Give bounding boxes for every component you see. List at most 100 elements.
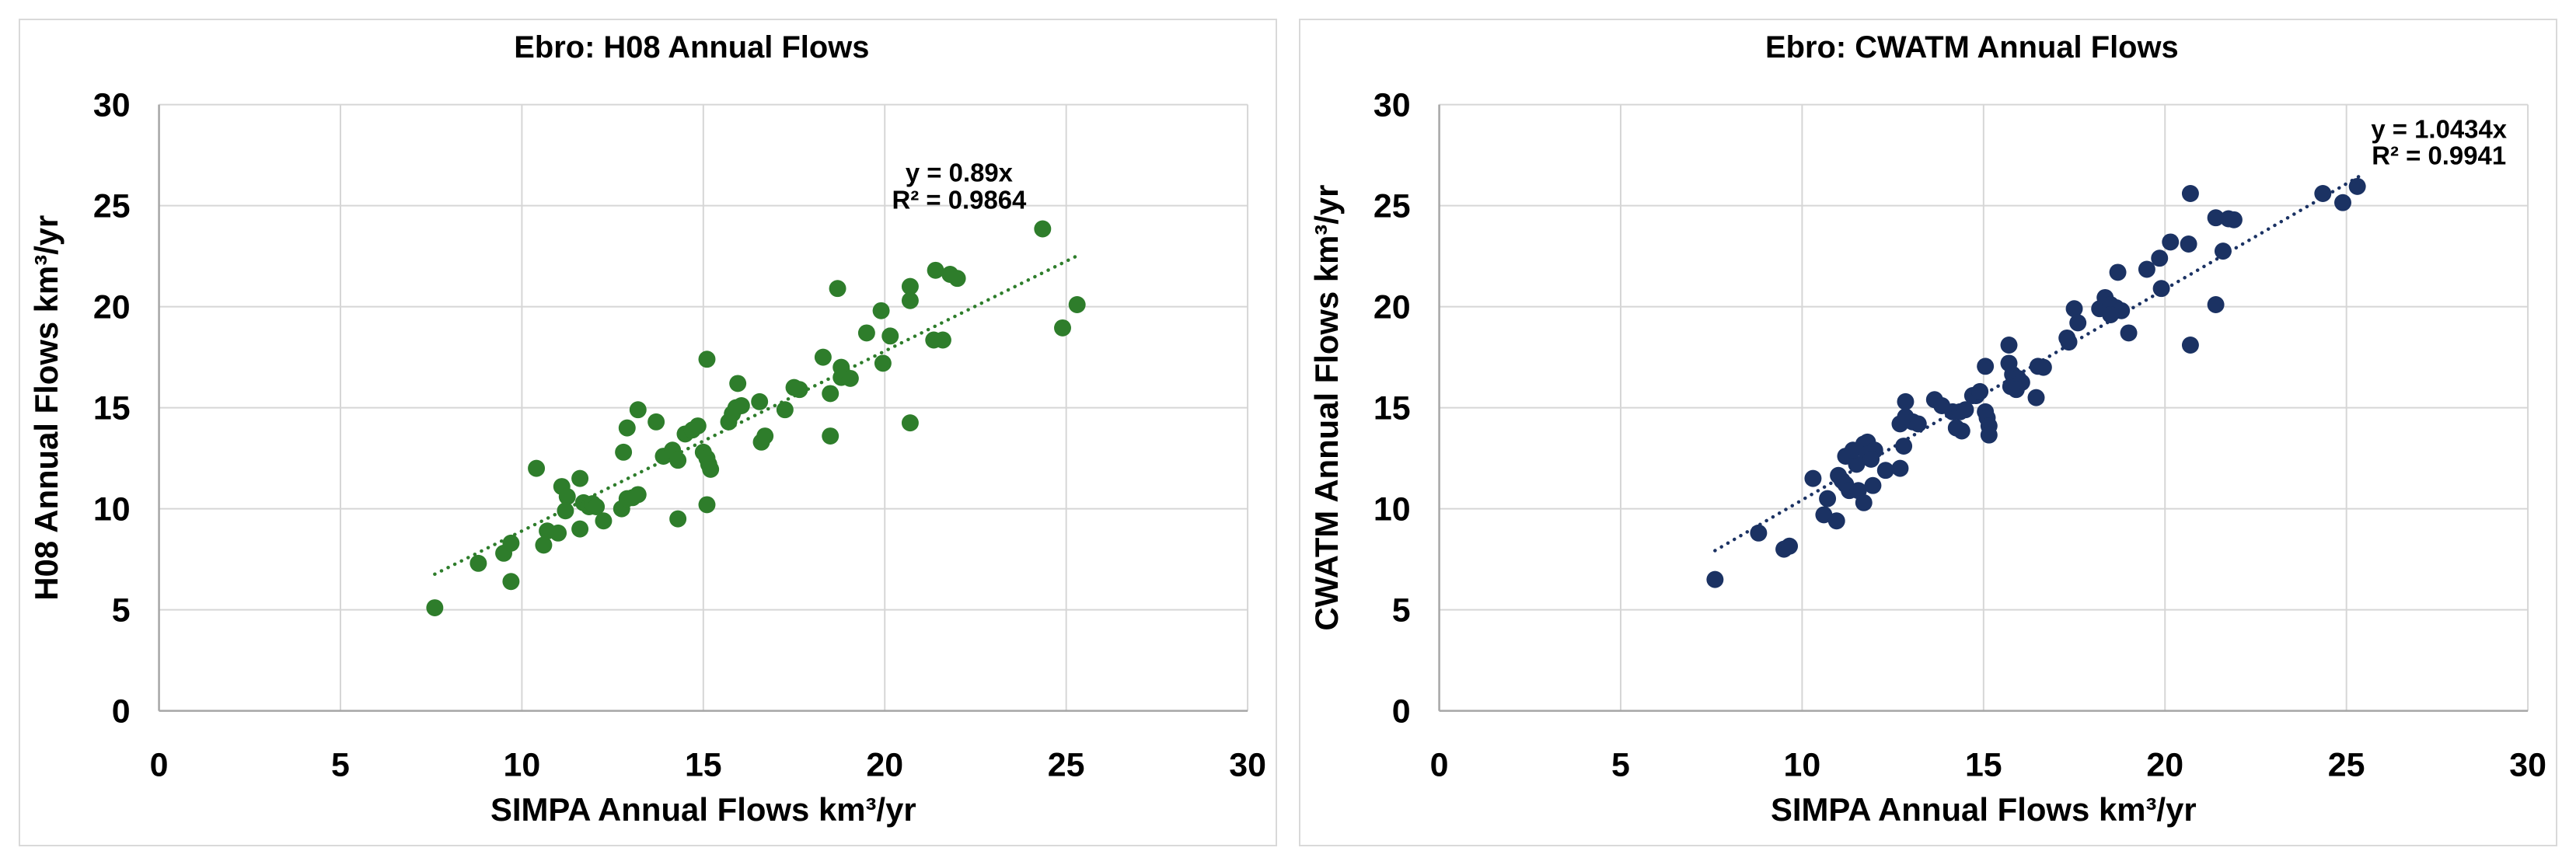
data-point [948,270,966,288]
data-point [1804,469,1822,487]
data-point [1781,537,1799,555]
data-point [822,385,839,403]
trendline-equation-label: y = 0.89x [906,158,1014,187]
data-point [629,401,647,419]
data-point [629,486,647,504]
x-axis-title: SIMPA Annual Flows km³/yr [1771,791,2197,828]
data-point [2214,242,2232,260]
data-point [2207,296,2225,313]
data-point [2181,337,2199,354]
data-point [535,536,553,554]
data-point [2151,249,2169,267]
data-point [881,327,899,345]
data-point [2102,306,2120,323]
x-tick-label: 25 [2328,746,2365,783]
data-point [571,520,589,538]
trendline [433,253,1081,577]
x-tick-label: 20 [866,746,903,783]
data-point [1855,494,1873,511]
y-tick-label: 25 [1374,188,1411,225]
data-point [1827,512,1845,530]
data-point [2027,389,2045,406]
data-point [776,401,794,419]
data-point [2225,211,2243,228]
x-tick-label: 20 [2146,746,2183,783]
data-point [1953,422,1970,440]
data-point [2314,185,2332,202]
data-point [1862,450,1880,468]
trendline-equation-label: y = 1.0434x [2371,115,2507,144]
data-point [1980,426,1998,444]
data-point [791,381,808,399]
data-point [502,573,520,591]
data-point [901,291,919,309]
data-point [2138,260,2155,278]
data-point [874,354,892,372]
data-points [426,220,1086,616]
data-point [1897,392,1915,410]
data-point [814,348,832,366]
data-point [2109,263,2127,281]
data-point [1891,459,1909,477]
data-point [615,443,633,461]
data-point [1956,401,1974,419]
data-point [857,324,875,342]
data-point [1819,490,1837,507]
x-tick-label: 0 [150,746,169,783]
data-point [1750,524,1768,542]
y-tick-label: 10 [1374,491,1411,528]
x-axis-title: SIMPA Annual Flows km³/yr [490,791,916,828]
x-tick-label: 15 [1965,746,2002,783]
y-tick-label: 20 [93,289,131,326]
data-point [2000,337,2018,354]
data-point [426,599,444,616]
chart-title: Ebro: H08 Annual Flows [514,30,869,65]
x-tick-label: 30 [2509,746,2546,783]
x-tick-label: 0 [1430,746,1449,783]
data-point [689,417,707,434]
x-tick-label: 5 [331,746,350,783]
y-tick-label: 20 [1374,289,1411,326]
y-axis-title: H08 Annual Flows km³/yr [28,215,65,601]
data-point [2034,358,2052,376]
x-tick-label: 25 [1048,746,1085,783]
y-tick-label: 5 [1392,592,1411,630]
y-tick-label: 0 [1392,693,1411,731]
data-point [1895,438,1913,455]
data-point [732,397,750,414]
y-tick-label: 10 [93,491,131,528]
data-point [618,419,636,437]
data-point [1706,570,1724,588]
data-point [2069,314,2087,332]
data-points [1706,177,2366,588]
data-point [2060,333,2078,351]
data-point [2334,194,2351,211]
data-point [528,459,546,477]
gridlines [158,103,1249,712]
data-point [469,554,487,572]
data-point [901,414,919,432]
data-point [2120,324,2138,342]
y-tick-label: 5 [112,592,131,630]
x-tick-label: 10 [1784,746,1821,783]
data-point [557,502,574,520]
data-point [841,369,859,387]
x-tick-label: 10 [504,746,541,783]
x-tick-label: 5 [1611,746,1630,783]
data-point [927,261,944,279]
data-point [756,427,774,445]
data-point [822,427,839,445]
data-point [669,452,687,469]
y-tick-label: 15 [93,390,131,427]
x-tick-label: 15 [685,746,722,783]
data-point [588,498,606,515]
y-tick-label: 15 [1374,390,1411,427]
data-point [595,512,613,530]
data-point [1909,415,1927,433]
data-point [2348,177,2366,195]
trendline [1713,172,2365,553]
y-tick-label: 25 [93,188,131,225]
data-point [698,496,716,514]
data-point [872,302,890,319]
data-point [558,488,576,505]
